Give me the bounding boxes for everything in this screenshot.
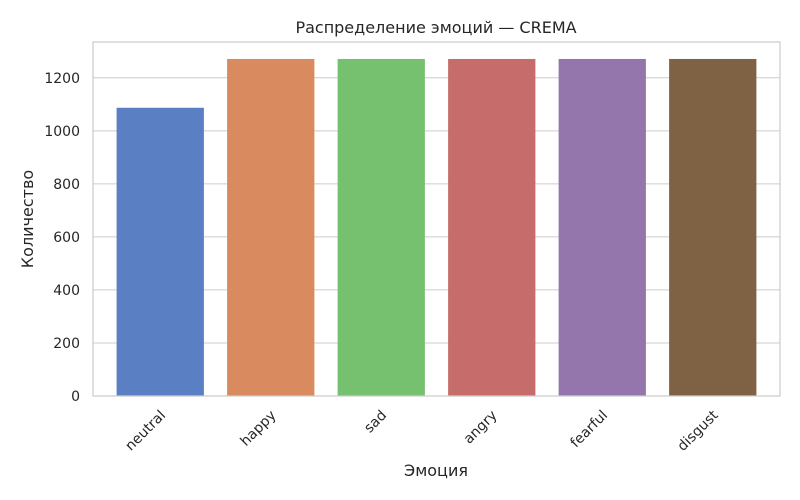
y-gridlines (93, 77, 780, 397)
x-tick-label-fearful: fearful (568, 408, 612, 452)
bar-angry (448, 58, 536, 396)
y-tick-label: 1200 (44, 71, 80, 87)
x-tick-label-disgust: disgust (674, 407, 721, 454)
y-axis-label: Количество (18, 170, 37, 268)
bar-neutral (116, 107, 204, 397)
y-tick-label: 0 (71, 389, 80, 405)
x-tick-label-happy: happy (237, 408, 279, 450)
bar-fearful (558, 58, 646, 396)
y-tick-labels: 0 200 400 600 800 1000 1200 (44, 71, 80, 405)
bars (116, 58, 757, 397)
chart-title: Распределение эмоций — CREMA (295, 18, 576, 37)
x-tick-labels: neutral happy sad angry fearful disgust (122, 407, 722, 454)
x-tick-label-sad: sad (361, 408, 390, 437)
y-tick-label: 200 (53, 336, 80, 352)
y-tick-label: 800 (53, 177, 80, 193)
y-tick-label: 1000 (44, 124, 80, 140)
x-tick-label-angry: angry (461, 408, 501, 448)
bar-disgust (669, 58, 757, 396)
y-tick-label: 600 (53, 230, 80, 246)
bar-happy (227, 58, 315, 396)
x-axis-label: Эмоция (404, 461, 468, 480)
bar-sad (337, 58, 425, 396)
y-tick-label: 400 (53, 283, 80, 299)
x-tick-label-neutral: neutral (122, 408, 169, 455)
plot-frame (92, 41, 781, 397)
